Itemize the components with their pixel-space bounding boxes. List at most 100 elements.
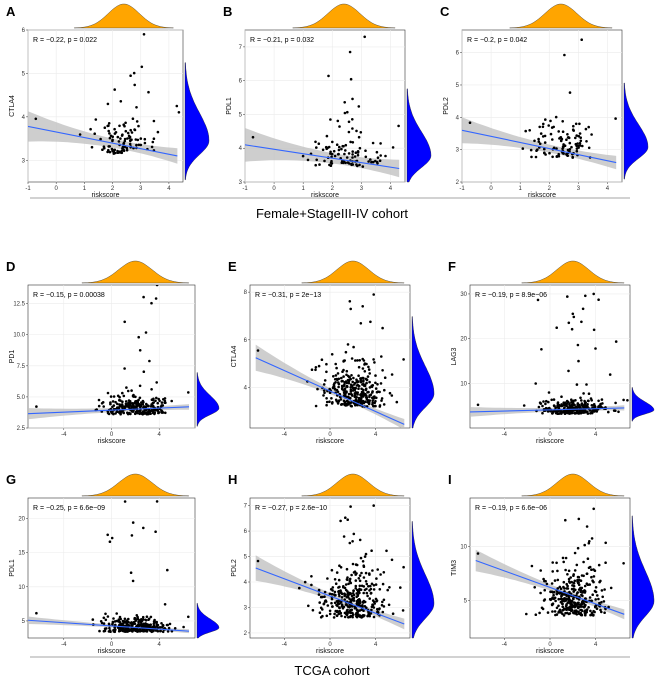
data-point	[557, 130, 560, 133]
data-point	[581, 307, 585, 311]
data-point	[110, 411, 114, 415]
data-point	[136, 138, 140, 142]
data-point	[549, 590, 552, 594]
data-point	[391, 146, 395, 149]
data-point	[330, 568, 334, 572]
data-point	[365, 606, 368, 609]
data-point	[155, 396, 158, 400]
data-point	[528, 129, 531, 132]
data-point	[346, 110, 349, 114]
data-point	[598, 601, 601, 605]
data-point	[622, 562, 625, 565]
top-density-curve	[301, 473, 405, 497]
data-point	[364, 552, 368, 556]
data-point	[330, 155, 333, 159]
data-point	[120, 149, 123, 153]
data-point	[561, 609, 564, 612]
data-point	[557, 597, 560, 601]
data-point	[303, 580, 307, 584]
data-point	[555, 147, 558, 150]
data-point	[106, 102, 110, 106]
data-point	[534, 613, 538, 616]
data-point	[607, 410, 610, 414]
panel-letter: A	[6, 4, 16, 19]
data-point	[112, 150, 116, 153]
data-point	[562, 593, 566, 596]
data-point	[385, 549, 388, 553]
plot-content	[255, 504, 405, 630]
data-point	[554, 115, 558, 119]
data-point	[571, 403, 574, 407]
data-point	[118, 398, 121, 402]
data-point	[533, 586, 536, 589]
data-point	[533, 139, 536, 143]
data-point	[544, 118, 547, 121]
data-point	[142, 412, 145, 415]
data-point	[337, 602, 341, 606]
data-point	[344, 593, 347, 597]
data-point	[597, 405, 600, 408]
data-point	[142, 295, 145, 299]
data-point	[357, 602, 361, 606]
data-point	[324, 600, 328, 603]
data-point	[371, 599, 375, 602]
data-point	[362, 585, 366, 588]
y-tick-label: 15	[18, 551, 25, 557]
x-axis-label: riskscore	[311, 192, 339, 199]
data-point	[325, 397, 328, 400]
data-point	[593, 405, 597, 408]
y-axis-label: CTLA4	[231, 346, 238, 368]
data-point	[93, 132, 96, 135]
data-point	[125, 627, 129, 631]
data-point	[366, 375, 370, 378]
x-tick-label: 2	[331, 186, 335, 192]
data-point	[567, 580, 571, 583]
data-point	[551, 602, 555, 605]
data-point	[113, 626, 116, 629]
data-point	[384, 154, 387, 158]
data-point	[348, 615, 352, 619]
data-point	[566, 573, 569, 576]
data-point	[571, 128, 575, 131]
y-tick-label: 3	[239, 180, 243, 186]
data-point	[256, 559, 260, 563]
plot-area	[27, 29, 184, 183]
data-point	[330, 152, 334, 156]
data-point	[579, 603, 582, 607]
data-point	[574, 122, 578, 126]
data-point	[318, 163, 321, 166]
data-point	[116, 135, 120, 139]
x-tick-label: -4	[61, 432, 67, 438]
data-point	[129, 139, 132, 143]
data-point	[151, 140, 155, 144]
data-point	[537, 140, 541, 143]
data-point	[381, 369, 384, 372]
data-point	[397, 124, 400, 128]
data-point	[564, 556, 568, 560]
data-point	[563, 53, 566, 57]
data-point	[363, 384, 367, 388]
data-point	[358, 359, 362, 362]
data-point	[361, 391, 365, 394]
data-point	[113, 127, 116, 131]
data-point	[315, 158, 319, 162]
data-point	[349, 386, 353, 389]
x-tick-label: -4	[61, 642, 67, 648]
data-point	[562, 410, 566, 414]
data-point	[565, 410, 569, 414]
data-point	[565, 402, 569, 406]
data-point	[355, 592, 359, 595]
data-point	[560, 404, 563, 408]
data-point	[579, 136, 582, 139]
data-point	[112, 152, 116, 155]
data-point	[578, 132, 582, 135]
data-point	[139, 409, 142, 413]
data-point	[361, 600, 365, 604]
data-point	[351, 97, 354, 101]
data-point	[314, 140, 317, 144]
data-point	[126, 389, 130, 393]
y-tick-label: 10	[460, 544, 467, 550]
data-point	[360, 615, 364, 619]
data-point	[106, 533, 109, 537]
data-point	[576, 581, 580, 585]
